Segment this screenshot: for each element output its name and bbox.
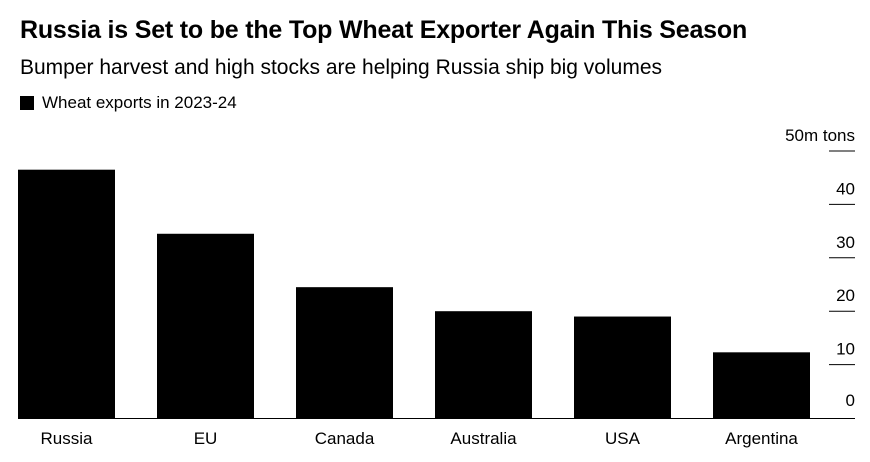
- x-tick-label: Russia: [41, 429, 94, 448]
- x-tick-label: USA: [605, 429, 641, 448]
- x-tick-label: Australia: [450, 429, 517, 448]
- bar-canada: [296, 287, 393, 418]
- bar-eu: [157, 233, 254, 418]
- legend-label: Wheat exports in 2023-24: [42, 93, 237, 112]
- bar-usa: [574, 316, 671, 418]
- bar-argentina: [713, 352, 810, 418]
- chart-subtitle: Bumper harvest and high stocks are helpi…: [20, 56, 663, 79]
- x-tick-label: Argentina: [725, 429, 798, 448]
- y-tick-label: 40: [836, 179, 855, 198]
- bar-australia: [435, 311, 532, 418]
- chart-title: Russia is Set to be the Top Wheat Export…: [20, 16, 748, 44]
- legend: Wheat exports in 2023-24: [20, 93, 237, 113]
- y-tick-label: 0: [846, 391, 855, 410]
- y-tick-label: 10: [836, 340, 855, 359]
- x-tick-label: Canada: [315, 429, 375, 448]
- y-tick-label: 20: [836, 286, 855, 305]
- y-tick-label: 50m tons: [785, 126, 855, 145]
- y-tick-label: 30: [836, 233, 855, 252]
- legend-swatch: [20, 96, 34, 110]
- bar-russia: [18, 169, 115, 418]
- x-tick-label: EU: [194, 429, 218, 448]
